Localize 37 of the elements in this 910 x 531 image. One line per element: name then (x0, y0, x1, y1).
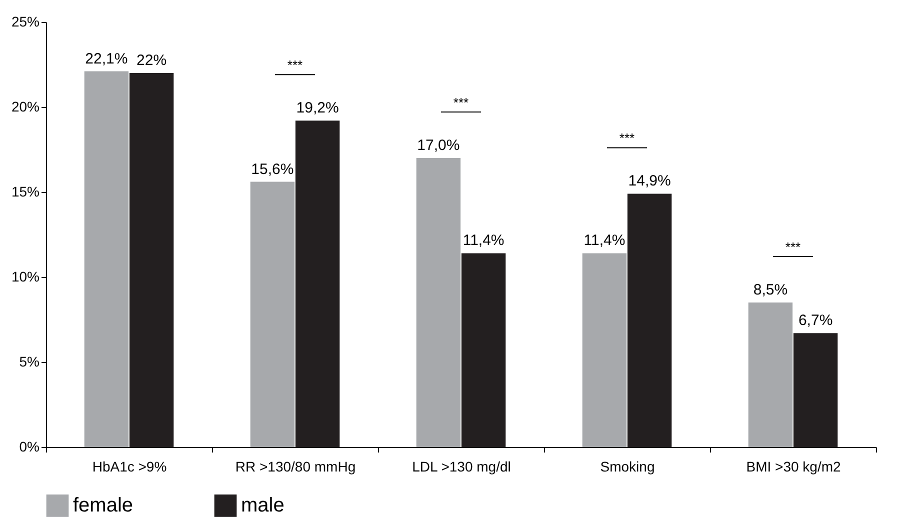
data-label: 17,0% (417, 137, 460, 154)
annotation: *** (619, 130, 635, 146)
bar (84, 71, 129, 447)
data-label: 6,7% (798, 312, 833, 330)
legend-label: male (241, 494, 284, 517)
bar (416, 158, 461, 447)
data-label: 19,2% (296, 100, 339, 117)
bar (582, 253, 627, 447)
bar (461, 253, 506, 447)
y-tick-label: 20% (11, 98, 40, 114)
annotation: *** (785, 240, 801, 254)
x-tick-label: Smoking (600, 458, 655, 474)
bar (250, 182, 295, 447)
data-label: 15,6% (251, 160, 294, 178)
annotation: *** (453, 95, 469, 110)
bar (295, 120, 340, 447)
x-tick-label: BMI >30 kg/m2 (746, 458, 841, 474)
y-tick-label: 0% (19, 438, 40, 454)
y-tick-label: 5% (19, 354, 40, 370)
y-tick-label: 25% (11, 14, 40, 30)
y-tick-label: 15% (11, 184, 40, 200)
data-label: 11,4% (584, 232, 626, 250)
data-label: 14,9% (628, 172, 671, 190)
bar (748, 302, 793, 447)
x-tick-label: RR >130/80 mmHg (235, 458, 356, 474)
bar (793, 333, 838, 447)
bar (627, 194, 672, 447)
data-label: 22,1% (85, 50, 128, 68)
legend-label: female (73, 494, 134, 517)
data-label: 8,5% (753, 282, 788, 298)
data-label: 11,4% (462, 232, 504, 250)
data-label: 22% (136, 52, 167, 69)
x-tick-label: LDL >130 mg/dl (412, 458, 511, 474)
annotation: *** (287, 58, 303, 73)
y-tick-label: 10% (11, 268, 40, 284)
bar (129, 73, 174, 447)
x-tick-label: HbA1c >9% (92, 458, 167, 474)
